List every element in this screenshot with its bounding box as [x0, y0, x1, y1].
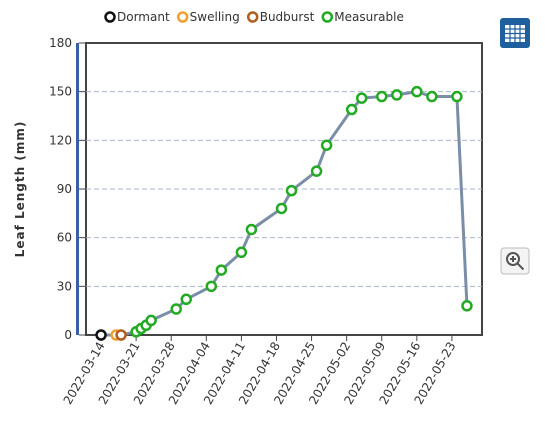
- y-tick-label: 150: [49, 85, 72, 99]
- legend-item[interactable]: Swelling: [176, 10, 240, 24]
- legend-label: Measurable: [334, 10, 404, 24]
- data-point: [215, 264, 228, 276]
- y-tick-label: 0: [64, 328, 72, 342]
- legend-item[interactable]: Budburst: [246, 10, 315, 24]
- y-tick-label: 30: [57, 279, 72, 293]
- data-point: [345, 103, 358, 116]
- data-point: [235, 246, 248, 259]
- data-point: [461, 300, 473, 312]
- data-point: [451, 90, 463, 103]
- legend-label: Budburst: [260, 10, 315, 24]
- legend-marker: [246, 11, 259, 23]
- y-tick-label: 90: [57, 182, 72, 196]
- data-point: [275, 202, 288, 215]
- legend-marker: [104, 11, 116, 23]
- legend-marker: [176, 11, 189, 23]
- legend-item[interactable]: Dormant: [104, 10, 170, 24]
- table-button[interactable]: [500, 18, 530, 48]
- data-point: [355, 92, 368, 104]
- data-point: [411, 85, 423, 98]
- data-point: [95, 329, 107, 341]
- y-tick-label: 120: [49, 133, 72, 147]
- y-tick-label: 180: [49, 36, 72, 50]
- legend-marker: [321, 11, 334, 23]
- data-point: [426, 90, 438, 103]
- legend-label: Dormant: [117, 10, 170, 24]
- y-tick-label: 60: [57, 231, 72, 245]
- data-point: [375, 90, 388, 103]
- data-point: [170, 303, 182, 315]
- legend-label: Swelling: [190, 10, 240, 24]
- legend-item[interactable]: Measurable: [321, 10, 404, 24]
- data-point: [310, 165, 323, 177]
- data-point: [320, 139, 333, 151]
- data-point: [245, 223, 258, 236]
- data-point: [145, 314, 157, 327]
- data-point: [115, 329, 127, 341]
- data-point: [180, 293, 193, 306]
- data-point: [285, 184, 298, 197]
- y-axis-label: Leaf Length (mm): [13, 121, 27, 258]
- data-point: [205, 280, 218, 293]
- data-point: [391, 89, 403, 101]
- axis-accent: [76, 43, 79, 335]
- zoom-button[interactable]: [500, 247, 530, 275]
